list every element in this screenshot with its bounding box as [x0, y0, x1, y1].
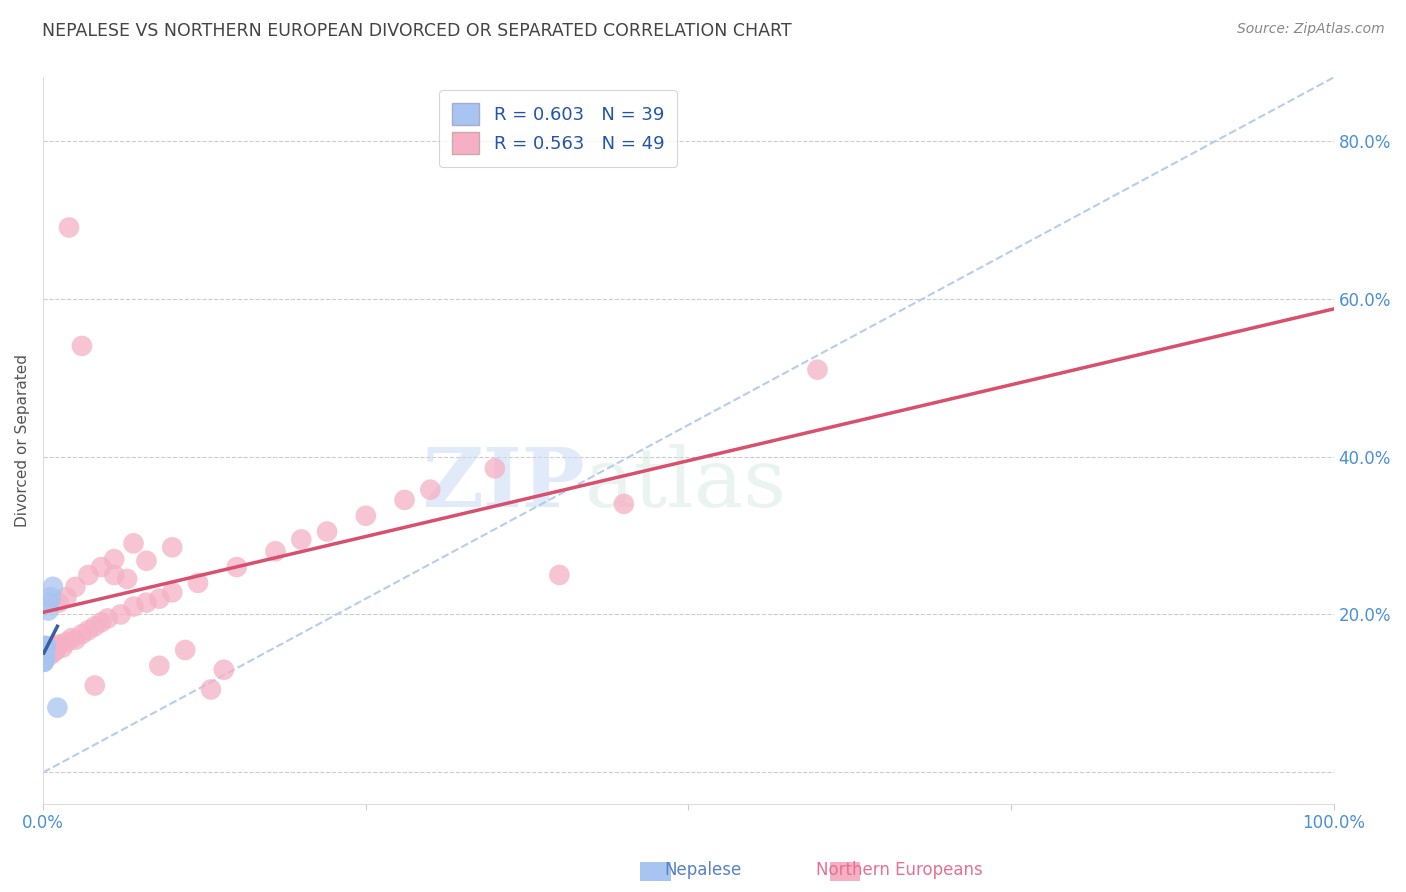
Text: Northern Europeans: Northern Europeans [817, 861, 983, 879]
Point [110, 607, 132, 622]
Point [65, 580, 87, 594]
Point [290, 533, 312, 547]
Text: ZIP: ZIP [423, 444, 585, 524]
Point [38, 648, 60, 663]
Point [90, 560, 112, 574]
Point [32, 653, 55, 667]
Point [806, 362, 828, 376]
Point [42, 580, 65, 594]
Point [34, 645, 56, 659]
Point [34, 648, 56, 663]
Point [32, 647, 55, 661]
Point [354, 508, 377, 523]
Point [34, 645, 56, 659]
Point [548, 568, 571, 582]
Point [55, 635, 77, 649]
Point [77, 568, 100, 582]
Point [34, 648, 56, 663]
Point [32, 655, 55, 669]
Point [162, 585, 184, 599]
Point [39, 590, 62, 604]
Point [162, 541, 184, 555]
Point [70, 627, 93, 641]
Point [32, 651, 55, 665]
Point [37, 603, 59, 617]
Point [32, 645, 55, 659]
Point [34, 643, 56, 657]
Point [484, 461, 506, 475]
Point [200, 682, 222, 697]
Point [32, 647, 55, 661]
Point [32, 648, 55, 663]
Point [103, 568, 125, 582]
Point [122, 599, 145, 614]
Point [115, 572, 138, 586]
Point [38, 596, 60, 610]
Point [148, 591, 170, 606]
Point [34, 651, 56, 665]
Point [419, 483, 441, 497]
Point [34, 643, 56, 657]
Text: Source: ZipAtlas.com: Source: ZipAtlas.com [1237, 22, 1385, 37]
Point [103, 552, 125, 566]
Point [264, 544, 287, 558]
Point [316, 524, 339, 539]
Point [34, 643, 56, 657]
Point [83, 619, 105, 633]
Point [174, 643, 197, 657]
Point [34, 639, 56, 653]
Point [212, 663, 235, 677]
Point [34, 651, 56, 665]
Point [42, 639, 65, 653]
Point [65, 632, 87, 647]
Point [34, 639, 56, 653]
Point [32, 651, 55, 665]
Point [35, 639, 58, 653]
Point [97, 611, 120, 625]
Point [32, 651, 55, 665]
Point [32, 647, 55, 661]
Point [77, 624, 100, 638]
Point [42, 645, 65, 659]
Text: atlas: atlas [585, 444, 787, 524]
Point [148, 658, 170, 673]
Point [187, 575, 209, 590]
Point [60, 631, 83, 645]
Y-axis label: Divorced or Separated: Divorced or Separated [15, 354, 30, 527]
Point [32, 648, 55, 663]
Point [34, 643, 56, 657]
Legend: R = 0.603   N = 39, R = 0.563   N = 49: R = 0.603 N = 39, R = 0.563 N = 49 [439, 90, 676, 167]
Point [34, 643, 56, 657]
Point [394, 492, 416, 507]
Point [225, 560, 247, 574]
Point [135, 596, 157, 610]
Text: Nepalese: Nepalese [665, 861, 741, 879]
Point [32, 653, 55, 667]
Point [34, 643, 56, 657]
Point [58, 220, 80, 235]
Point [48, 596, 70, 610]
Point [70, 339, 93, 353]
Point [45, 643, 67, 657]
Point [32, 655, 55, 669]
Point [135, 554, 157, 568]
Point [55, 590, 77, 604]
Point [34, 640, 56, 655]
Point [48, 637, 70, 651]
Point [613, 497, 636, 511]
Point [34, 648, 56, 663]
Text: NEPALESE VS NORTHERN EUROPEAN DIVORCED OR SEPARATED CORRELATION CHART: NEPALESE VS NORTHERN EUROPEAN DIVORCED O… [42, 22, 792, 40]
Point [51, 640, 73, 655]
Point [34, 645, 56, 659]
Point [46, 700, 69, 714]
Point [83, 679, 105, 693]
Point [32, 653, 55, 667]
Point [90, 615, 112, 630]
Point [32, 648, 55, 663]
Point [122, 536, 145, 550]
Point [34, 651, 56, 665]
